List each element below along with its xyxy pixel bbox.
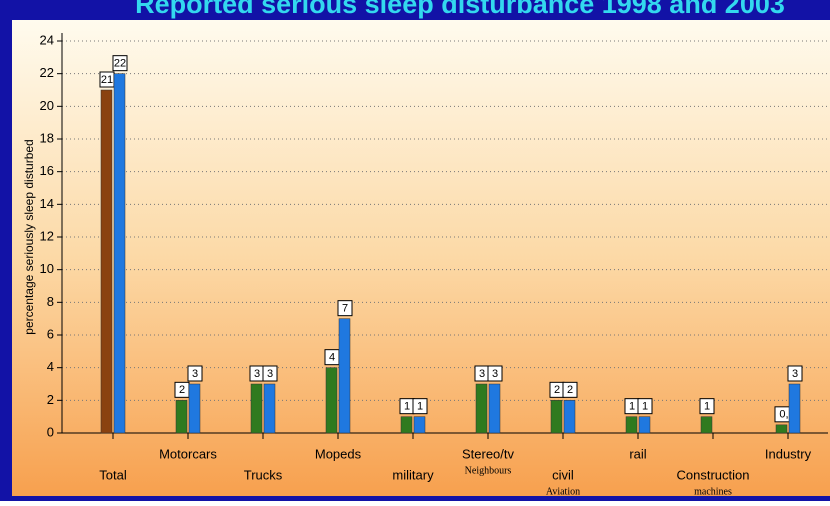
value-label: 2 <box>567 384 573 396</box>
x-tick-label: Trucks <box>244 467 283 482</box>
bar <box>488 383 501 434</box>
bar <box>625 416 638 434</box>
y-axis-label: percentage seriously sleep disturbed <box>22 139 36 334</box>
y-tick-label: 20 <box>40 98 54 113</box>
bar <box>263 383 276 434</box>
value-label: 21 <box>101 74 113 86</box>
bar <box>638 416 651 434</box>
value-label: 3 <box>479 368 485 380</box>
value-label: 22 <box>114 58 126 70</box>
value-label: 1 <box>642 401 648 413</box>
value-label-box <box>562 381 578 398</box>
y-tick-label: 0 <box>47 424 54 439</box>
value-label-box <box>187 365 203 382</box>
bar <box>700 416 713 434</box>
value-label-box <box>337 300 353 317</box>
value-label-box <box>699 398 715 415</box>
y-tick-label: 8 <box>47 294 54 309</box>
y-tick-label: 2 <box>47 392 54 407</box>
x-tick-label: Motorcars <box>159 446 217 461</box>
x-tick-label: Mopeds <box>315 446 362 461</box>
value-label: 1 <box>704 401 710 413</box>
value-label: 1 <box>629 401 635 413</box>
x-tick-sublabel: Neighbours <box>465 465 512 476</box>
value-label: 3 <box>492 368 498 380</box>
bar <box>338 318 351 434</box>
bar <box>788 383 801 434</box>
y-tick-label: 18 <box>40 130 54 145</box>
bar <box>325 367 338 434</box>
bar <box>175 400 188 434</box>
y-tick-label: 24 <box>40 32 54 47</box>
value-label: 3 <box>192 368 198 380</box>
x-tick-label: Construction <box>677 467 750 482</box>
bar <box>475 383 488 434</box>
value-label: 1 <box>404 401 410 413</box>
x-tick-label: military <box>392 467 434 482</box>
bar <box>188 383 201 434</box>
bar <box>775 424 788 434</box>
y-tick-label: 14 <box>40 196 54 211</box>
bar <box>250 383 263 434</box>
value-label-box <box>412 398 428 415</box>
value-label: 7 <box>342 303 348 315</box>
value-label: 2 <box>179 384 185 396</box>
chart-title: Reported serious sleep disturbance 1998 … <box>135 0 785 19</box>
value-label-box <box>262 365 278 382</box>
x-tick-sublabel: Aviation <box>546 486 580 497</box>
x-tick-label: civil <box>552 467 574 482</box>
value-label: 3 <box>792 368 798 380</box>
bar <box>563 400 576 434</box>
value-label: 3 <box>267 368 273 380</box>
bar <box>413 416 426 434</box>
value-label-box <box>637 398 653 415</box>
y-tick-label: 22 <box>40 65 54 80</box>
value-label: 1 <box>417 401 423 413</box>
value-label-box <box>787 365 803 382</box>
x-tick-label: Total <box>99 467 127 482</box>
bar <box>550 400 563 434</box>
y-tick-label: 10 <box>40 261 54 276</box>
y-tick-label: 12 <box>40 228 54 243</box>
y-tick-label: 16 <box>40 163 54 178</box>
value-label: 3 <box>254 368 260 380</box>
value-label-box <box>487 365 503 382</box>
value-label: 2 <box>554 384 560 396</box>
y-tick-label: 6 <box>47 326 54 341</box>
bar <box>113 73 126 434</box>
x-tick-label: rail <box>629 446 646 461</box>
value-label: 4 <box>329 352 335 364</box>
x-tick-label: Stereo/tv <box>462 446 515 461</box>
bar <box>100 89 113 434</box>
x-tick-label: Industry <box>765 446 812 461</box>
bar <box>400 416 413 434</box>
y-tick-label: 4 <box>47 359 54 374</box>
value-label-box <box>112 55 128 72</box>
x-tick-sublabel: machines <box>694 486 732 497</box>
